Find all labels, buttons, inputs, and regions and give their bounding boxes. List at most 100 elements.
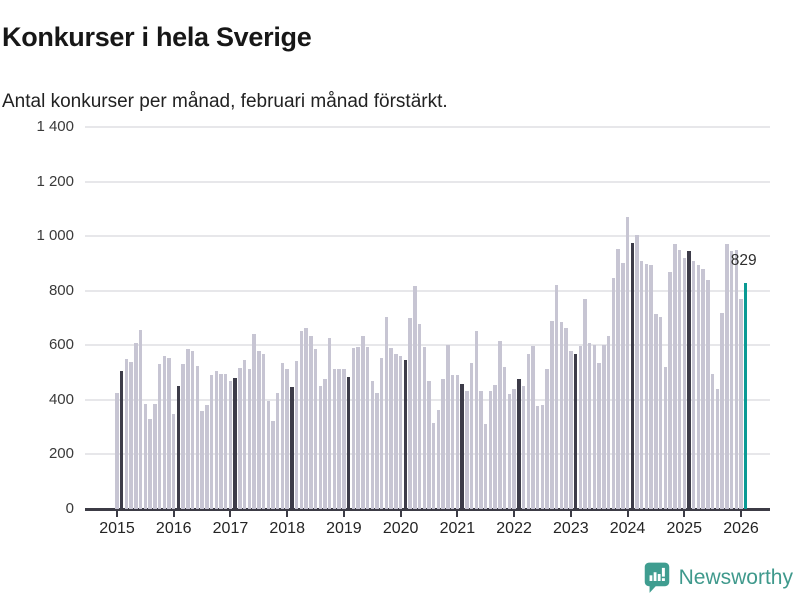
gridline [85,180,770,183]
bar [606,336,611,509]
bar [465,391,469,509]
bar [361,336,365,509]
x-axis-line [85,507,770,511]
year-tick [286,510,289,517]
bar-february [119,371,124,509]
bar [413,285,417,509]
y-axis-label: 400 [48,390,74,408]
bar [417,323,422,509]
bar [398,356,403,509]
bar [148,419,152,509]
x-axis-label: 2026 [723,520,759,537]
bar [479,390,483,509]
bar [370,381,375,509]
x-axis-label: 2025 [666,520,703,537]
bar [238,367,242,509]
year-tick [399,510,402,517]
bar [285,369,289,509]
bar [734,249,739,509]
bar [181,364,185,509]
bar [554,285,559,509]
bar [200,410,204,509]
bar [654,313,658,509]
bar [498,340,502,509]
year-tick [342,510,345,517]
bar [673,244,677,509]
gridline [85,344,770,347]
bar [706,279,710,509]
bar [275,392,280,509]
x-axis-label: 2021 [439,520,476,537]
bar [639,260,644,509]
newsworthy-logo[interactable]: Newsworthy [643,560,793,595]
bar [521,386,526,509]
bar [493,385,497,509]
bar [616,249,620,509]
y-axis-label: 1 000 [36,227,74,245]
bar [668,271,672,509]
bar [228,381,233,509]
gridline [85,289,770,292]
bar [257,351,261,509]
bar-february [517,379,521,509]
x-axis-label: 2023 [553,520,589,537]
bar [710,373,715,509]
bar [242,359,247,509]
bar-february [687,251,691,509]
bar [394,354,398,509]
bar [162,356,167,509]
chart-subtitle: Antal konkurser per månad, februari måna… [2,91,448,112]
year-tick [739,510,742,517]
bar [261,353,266,509]
bar-february [290,386,294,509]
bar [408,318,412,509]
bar [309,336,313,509]
bar [195,365,200,510]
x-axis-label: 2016 [155,520,192,537]
y-axis-label: 0 [65,500,74,517]
bar [564,327,568,509]
x-axis-label: 2024 [609,520,646,537]
bar [725,244,729,509]
bar [342,369,346,509]
bar [205,405,209,509]
bar [512,388,516,509]
bar [569,351,573,509]
bar-february [233,378,237,509]
bar-february [403,360,408,509]
bar [715,388,720,509]
bar [129,361,133,509]
bar [337,369,341,509]
bar-current-february [743,282,748,509]
bar [502,367,507,509]
bar [157,364,162,509]
bar [644,264,649,509]
bar [115,393,119,509]
bar-february [630,243,635,509]
year-tick [513,510,516,517]
bar [186,349,190,509]
bar [143,403,148,509]
bar [545,369,549,509]
x-axis-label: 2015 [99,520,135,537]
bar [280,362,285,509]
bar [247,368,252,509]
bar [271,421,275,509]
gridline [85,235,770,238]
bar [209,375,214,509]
bar [446,345,450,509]
bar [691,260,696,509]
bar [720,312,724,509]
bar-february [176,386,181,509]
bar [252,334,256,509]
bar [134,342,138,509]
bar [427,381,431,509]
y-axis-label: 600 [48,336,74,354]
bar [663,367,668,509]
bar [304,328,308,509]
bar [171,413,176,509]
x-axis-label: 2019 [326,520,362,537]
bar [313,349,318,509]
x-axis-label: 2020 [382,520,419,537]
bar [323,379,327,509]
